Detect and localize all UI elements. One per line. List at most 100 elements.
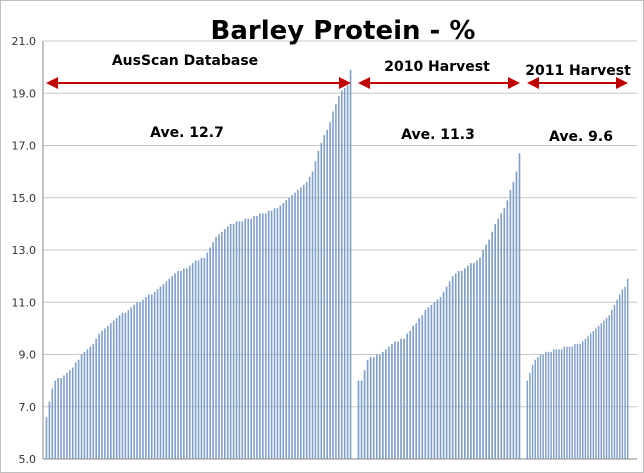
bar xyxy=(566,346,568,459)
bar xyxy=(372,357,375,459)
bar xyxy=(247,218,250,459)
bar xyxy=(112,320,115,459)
y-tick-label: 21.0 xyxy=(12,35,37,48)
bar xyxy=(442,291,445,459)
bar xyxy=(147,294,150,459)
bar xyxy=(558,349,560,459)
bar xyxy=(45,417,48,459)
group-average-label: Ave. 12.7 xyxy=(150,125,224,141)
bar xyxy=(238,221,241,459)
bar xyxy=(375,354,378,459)
arrow-head-right xyxy=(339,77,351,89)
bar xyxy=(308,176,311,459)
bar xyxy=(130,307,133,459)
bar xyxy=(616,299,618,459)
bar xyxy=(400,338,402,459)
bar xyxy=(613,304,616,459)
bar xyxy=(597,325,600,459)
bar xyxy=(66,372,68,459)
bar xyxy=(282,202,285,459)
bar xyxy=(576,344,579,459)
bar xyxy=(200,257,203,459)
bar xyxy=(101,330,103,459)
bar xyxy=(592,330,595,459)
bar xyxy=(191,263,194,459)
bar xyxy=(463,268,466,459)
bar xyxy=(332,111,334,459)
bar xyxy=(317,150,320,459)
bar xyxy=(397,341,399,459)
bar xyxy=(406,333,408,459)
bar xyxy=(183,268,185,459)
group-label: 2011 Harvest xyxy=(525,63,631,79)
bar xyxy=(136,302,138,459)
bar xyxy=(232,223,235,459)
bar xyxy=(526,380,529,459)
range-arrow xyxy=(358,77,520,89)
bar xyxy=(177,270,179,459)
bar xyxy=(77,359,80,459)
bar xyxy=(363,370,366,459)
bar xyxy=(500,213,503,459)
bar xyxy=(587,336,589,459)
bar xyxy=(545,351,547,459)
bar xyxy=(118,315,121,459)
bar xyxy=(360,380,363,459)
bar xyxy=(574,344,576,459)
bar xyxy=(224,229,226,459)
bar xyxy=(555,349,558,459)
bar xyxy=(314,161,317,460)
bar xyxy=(107,325,109,459)
bar xyxy=(83,351,86,459)
bar xyxy=(582,341,584,459)
bar xyxy=(288,197,290,459)
bar xyxy=(600,323,602,459)
y-axis: 5.0 7.0 9.0 11.0 13.0 15.0 17.0 19.0 21.0 xyxy=(12,35,637,466)
bar xyxy=(186,268,188,459)
bar xyxy=(421,315,424,459)
bar xyxy=(180,270,182,459)
bar xyxy=(529,372,531,459)
bar xyxy=(250,218,252,459)
bar xyxy=(467,265,469,459)
bar xyxy=(335,103,337,459)
bar xyxy=(153,291,156,459)
bar xyxy=(80,354,83,459)
bar xyxy=(171,276,173,459)
range-arrow xyxy=(527,77,628,89)
bar xyxy=(89,346,92,459)
y-tick-label: 15.0 xyxy=(12,192,37,205)
bar xyxy=(156,289,159,459)
bar xyxy=(550,351,552,459)
bar xyxy=(115,317,118,459)
bar xyxy=(534,359,536,459)
bar xyxy=(611,310,613,459)
bar xyxy=(553,349,555,459)
bar xyxy=(285,200,288,460)
bar xyxy=(203,257,206,459)
bar xyxy=(605,317,608,459)
group-annotations: AusScan Database Ave. 12.7 2010 Harvest Ave… xyxy=(46,53,631,145)
bar xyxy=(512,182,515,459)
bar xyxy=(150,294,153,459)
bar xyxy=(241,221,244,459)
bar xyxy=(86,349,89,459)
bar xyxy=(531,364,534,459)
y-tick-label: 5.0 xyxy=(19,453,37,466)
bar xyxy=(494,223,497,459)
bar xyxy=(560,349,563,459)
bar xyxy=(479,257,481,459)
bar xyxy=(563,346,566,459)
bar xyxy=(159,286,162,459)
bar xyxy=(51,388,54,459)
arrow-head-right xyxy=(508,77,520,89)
arrow-head-left xyxy=(46,77,58,89)
bar xyxy=(445,286,448,459)
bar xyxy=(273,208,276,459)
bar xyxy=(340,90,343,459)
bar xyxy=(412,325,415,459)
bar xyxy=(206,252,209,459)
bar xyxy=(403,338,405,459)
group-label: 2010 Harvest xyxy=(384,59,490,75)
